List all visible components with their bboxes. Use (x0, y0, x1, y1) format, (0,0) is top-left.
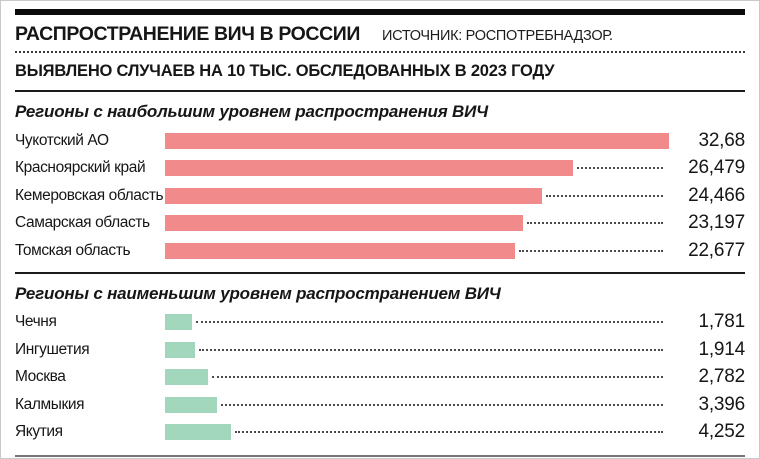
value-label: 1,914 (698, 338, 745, 360)
bar-row: Якутия 4,252 (15, 419, 745, 447)
value-bar (165, 242, 515, 259)
chart-subtitle: ВЫЯВЛЕНО СЛУЧАЕВ НА 10 ТЫС. ОБСЛЕДОВАННЫ… (15, 62, 555, 80)
bar-area (165, 210, 669, 238)
bar-area (165, 237, 669, 265)
rule-dark-top (15, 90, 745, 92)
rule-dark-middle (15, 271, 745, 274)
region-label: Красноярский край (15, 159, 146, 177)
section-highest-title: Регионы с наибольшим уровнем распростран… (15, 102, 488, 121)
dotted-leader (199, 348, 663, 351)
header-row: РАСПРОСТРАНЕНИЕ ВИЧ В РОССИИ ИСТОЧНИК: Р… (15, 22, 745, 46)
value-bar (165, 132, 669, 149)
region-label: Чечня (15, 313, 57, 331)
bar-row: Чукотский АО 32,68 (15, 127, 745, 155)
value-bar (165, 187, 542, 204)
bar-row: Томская область 22,677 (15, 237, 745, 265)
region-label: Москва (15, 368, 66, 386)
value-bar (165, 160, 573, 177)
value-label: 23,197 (688, 212, 745, 234)
value-bar (165, 424, 231, 441)
bar-row: Ингушетия 1,914 (15, 336, 745, 364)
bar-row: Чечня 1,781 (15, 309, 745, 337)
bar-area (165, 127, 669, 155)
value-label: 22,677 (688, 239, 745, 261)
value-bar (165, 314, 192, 331)
bar-area (165, 364, 669, 392)
region-label: Кемеровская область (15, 186, 164, 204)
value-bar (165, 341, 195, 358)
value-label: 1,781 (698, 311, 745, 333)
value-label: 3,396 (698, 393, 745, 415)
bar-row: Кемеровская область 24,466 (15, 182, 745, 210)
bar-row: Самарская область 23,197 (15, 210, 745, 238)
bar-area (165, 336, 669, 364)
region-label: Чукотский АО (15, 131, 109, 149)
bar-row: Красноярский край 26,479 (15, 155, 745, 183)
value-label: 2,782 (698, 366, 745, 388)
rule-gray-bottom (15, 455, 745, 457)
value-label: 32,68 (698, 129, 745, 151)
value-bar (165, 369, 208, 386)
section-lowest-title: Регионы с наименьшим уровнем распростран… (15, 283, 501, 303)
dotted-leader (235, 431, 663, 434)
bar-row: Москва 2,782 (15, 364, 745, 392)
bar-area (165, 391, 669, 419)
dotted-leader (196, 321, 663, 324)
region-label: Самарская область (15, 214, 150, 232)
bar-area (165, 419, 669, 447)
dotted-leader (546, 194, 663, 197)
dotted-leader (527, 222, 663, 225)
value-label: 4,252 (698, 421, 745, 443)
bar-area (165, 309, 669, 337)
dotted-leader (577, 167, 663, 170)
bar-area (165, 182, 669, 210)
section-lowest: Регионы с наименьшим уровнем распростран… (15, 284, 745, 447)
dotted-separator (15, 51, 745, 53)
section-lowest-rows: Чечня 1,781 Ингушетия 1,914 Москва 2,782 Калмы… (15, 309, 745, 447)
section-highest-rows: Чукотский АО 32,68 Красноярский край 26,479… (15, 127, 745, 265)
bar-row: Калмыкия 3,396 (15, 391, 745, 419)
region-label: Томская область (15, 241, 131, 259)
section-highest: Регионы с наибольшим уровнем распростран… (15, 102, 745, 265)
bar-area (165, 155, 669, 183)
region-label: Ингушетия (15, 340, 90, 358)
dotted-leader (212, 376, 663, 379)
dotted-leader (221, 403, 663, 406)
value-bar (165, 215, 523, 232)
page-title: РАСПРОСТРАНЕНИЕ ВИЧ В РОССИИ (15, 23, 361, 45)
source-label: ИСТОЧНИК: РОСПОТРЕБНАДЗОР. (382, 28, 613, 44)
value-label: 26,479 (688, 157, 745, 179)
value-label: 24,466 (688, 184, 745, 206)
top-black-bar (15, 9, 745, 15)
region-label: Калмыкия (15, 395, 85, 413)
dotted-leader (519, 249, 663, 252)
region-label: Якутия (15, 423, 63, 441)
value-bar (165, 396, 217, 413)
